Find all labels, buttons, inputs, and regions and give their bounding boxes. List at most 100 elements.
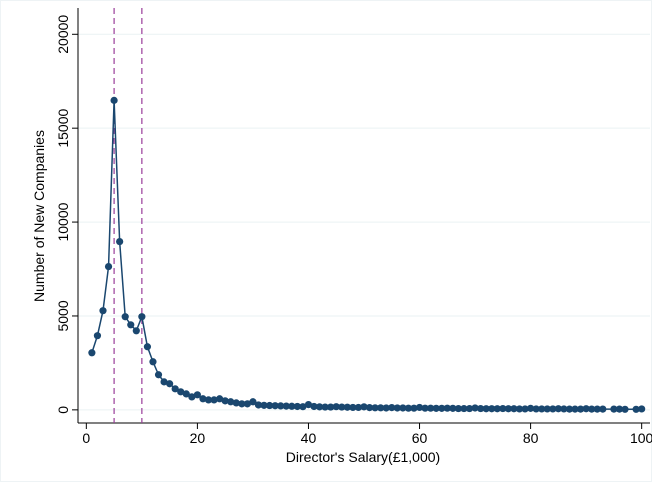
data-point — [271, 402, 279, 410]
data-point — [182, 390, 190, 398]
x-axis-label: Director's Salary(£1,000) — [286, 449, 440, 465]
data-point — [288, 402, 296, 410]
data-point — [132, 327, 140, 335]
data-point — [399, 404, 407, 412]
data-point — [427, 404, 435, 412]
data-point — [410, 404, 418, 412]
data-point — [232, 399, 240, 407]
data-point — [310, 402, 318, 411]
data-point — [632, 405, 640, 413]
data-point — [465, 404, 474, 413]
y-tick-label: 20000 — [55, 15, 71, 54]
data-point — [549, 405, 557, 413]
data-point — [104, 262, 113, 271]
data-point — [404, 404, 413, 412]
data-point — [438, 404, 446, 412]
data-point — [338, 403, 346, 411]
data-point — [532, 405, 540, 413]
x-tick-label: 40 — [301, 430, 317, 446]
y-tick-label: 10000 — [55, 202, 71, 241]
data-point — [354, 403, 363, 412]
data-point — [593, 405, 601, 413]
data-point — [349, 403, 357, 412]
data-point — [377, 404, 385, 412]
data-point — [199, 395, 207, 403]
data-point — [460, 404, 468, 413]
data-point — [321, 403, 329, 411]
data-point — [299, 403, 307, 411]
data-point — [543, 405, 551, 413]
data-point — [415, 403, 424, 412]
data-point — [538, 405, 546, 413]
data-point — [504, 405, 512, 413]
data-point — [610, 405, 618, 413]
data-point — [121, 313, 129, 321]
data-point — [360, 403, 368, 411]
data-point — [127, 321, 135, 329]
data-point — [554, 405, 562, 413]
data-point — [393, 404, 401, 412]
x-tick-label: 80 — [523, 430, 539, 446]
y-axis-label: Number of New Companies — [31, 130, 47, 302]
y-tick-label: 15000 — [55, 109, 71, 148]
data-point — [138, 313, 146, 321]
data-point — [332, 403, 340, 411]
data-point — [443, 404, 451, 412]
data-point — [249, 398, 257, 406]
data-point — [515, 405, 524, 413]
data-point — [571, 405, 579, 413]
data-point — [210, 396, 218, 404]
data-point — [265, 401, 274, 410]
data-point — [365, 404, 374, 412]
data-point — [293, 402, 301, 411]
data-point — [304, 400, 313, 409]
x-tick-label: 60 — [412, 430, 428, 446]
data-point — [421, 404, 429, 412]
data-point — [166, 380, 174, 388]
data-point — [238, 400, 246, 408]
data-point — [260, 401, 268, 409]
data-point — [449, 404, 457, 412]
data-point — [88, 349, 96, 357]
data-point — [454, 404, 463, 413]
data-point — [471, 404, 479, 412]
data-point — [277, 402, 285, 410]
data-point — [560, 405, 568, 413]
data-point — [621, 405, 629, 413]
x-tick-label: 20 — [190, 430, 206, 446]
x-tick-label: 100 — [630, 430, 652, 446]
data-point — [382, 404, 390, 412]
data-point — [432, 404, 440, 412]
data-point — [488, 405, 496, 413]
data-point — [477, 404, 485, 413]
data-point — [588, 405, 596, 413]
data-point — [227, 398, 235, 406]
data-point — [482, 405, 490, 413]
data-point — [193, 391, 201, 399]
data-point — [188, 393, 196, 401]
data-point — [327, 403, 335, 411]
data-point — [527, 404, 535, 412]
data-point — [282, 402, 290, 410]
data-point — [154, 371, 163, 379]
data-point — [638, 405, 646, 413]
data-point — [216, 395, 224, 403]
data-point — [93, 332, 102, 340]
data-point — [343, 403, 351, 411]
data-point — [576, 405, 585, 413]
data-point — [510, 405, 518, 413]
data-point — [599, 405, 607, 413]
data-point — [388, 404, 396, 412]
data-point — [371, 404, 379, 412]
data-point — [582, 405, 590, 413]
data-point — [177, 388, 185, 396]
y-tick-label: 0 — [55, 406, 71, 414]
data-point — [204, 396, 213, 404]
data-point — [143, 343, 152, 351]
data-point — [149, 358, 157, 366]
data-point — [615, 405, 624, 413]
data-point — [565, 405, 574, 413]
data-point — [315, 403, 324, 411]
data-point — [221, 397, 229, 405]
